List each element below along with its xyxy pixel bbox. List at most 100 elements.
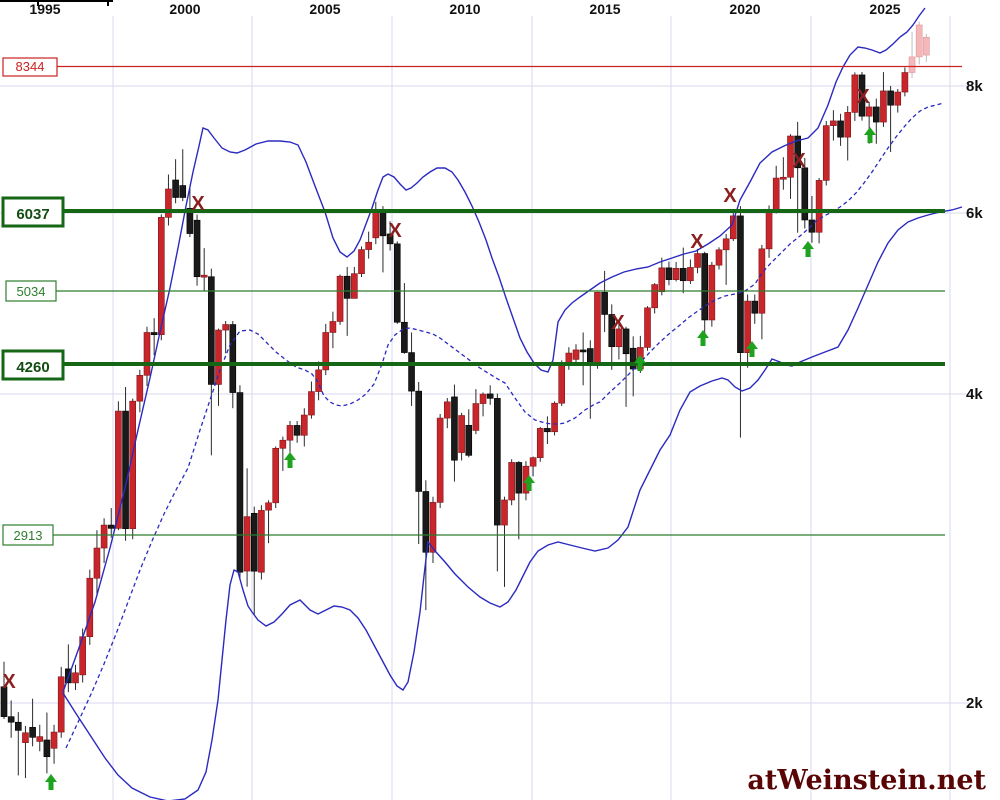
candle-up	[572, 349, 580, 360]
candle-up	[100, 524, 108, 549]
buy-signal-arrow-icon	[284, 452, 296, 468]
candle-down	[422, 491, 430, 553]
candle-up	[86, 577, 94, 637]
buy-signal-arrow-icon	[864, 127, 876, 143]
candle-down	[451, 396, 458, 461]
candle-up	[279, 439, 287, 449]
candle-up	[594, 292, 601, 366]
candle-down	[179, 185, 187, 198]
candle-down	[386, 233, 394, 245]
level-label-2913: 2913	[14, 528, 43, 543]
bollinger-upper-band	[62, 7, 926, 693]
candle-up	[708, 264, 716, 321]
candle-down	[43, 739, 51, 758]
candle-down	[393, 243, 401, 323]
y-axis-label-4k: 4k	[966, 386, 983, 403]
candle-up	[365, 241, 372, 250]
candle-up	[865, 106, 873, 117]
candle-projected	[908, 56, 916, 73]
x-axis-label-1995: 1995	[29, 1, 60, 17]
candle-up	[222, 324, 229, 331]
bollinger-lower-band	[62, 206, 963, 800]
candle-up	[658, 267, 666, 293]
level-label-4260: 4260	[16, 359, 49, 376]
candle-up	[894, 91, 902, 106]
x-axis-label-2005: 2005	[309, 1, 340, 17]
candle-down	[858, 74, 866, 117]
candle-down	[415, 390, 423, 492]
level-box-5034	[5, 280, 57, 302]
candle-up	[822, 125, 830, 181]
candle-down	[701, 253, 709, 321]
candle-up	[672, 268, 680, 280]
candle-up	[815, 180, 823, 233]
candle-up	[50, 731, 58, 749]
sell-signal-x-icon: X	[388, 220, 402, 242]
candle-down	[579, 349, 587, 353]
candle-up	[93, 547, 101, 579]
candle-down	[107, 524, 115, 529]
buy-signal-arrow-icon	[746, 341, 758, 357]
candle-down	[0, 686, 8, 717]
candle-down	[465, 424, 473, 456]
candle-up	[765, 208, 773, 250]
level-box-4260	[1, 349, 65, 381]
candle-up	[200, 274, 208, 278]
sell-signal-x-icon: X	[856, 86, 870, 108]
sell-signal-x-icon: X	[723, 185, 737, 207]
candle-up	[258, 510, 265, 573]
candle-up	[901, 72, 909, 93]
candle-up	[536, 428, 544, 458]
candle-up	[215, 329, 222, 385]
candle-down	[751, 300, 759, 314]
candle-down	[250, 512, 258, 572]
candle-down	[601, 292, 608, 315]
candle-up	[322, 332, 330, 371]
buy-signal-arrow-icon	[523, 475, 535, 491]
x-axis-label-2015: 2015	[589, 1, 620, 17]
candle-down	[665, 267, 673, 280]
candle-down	[293, 425, 301, 436]
candle-up	[880, 90, 887, 123]
level-label-8344: 8344	[16, 59, 45, 74]
candle-up	[508, 462, 515, 501]
candle-up	[72, 672, 79, 684]
sell-signal-x-icon: X	[690, 231, 704, 253]
candle-up	[300, 414, 308, 436]
candle-up	[136, 374, 144, 402]
sell-signal-x-icon: X	[611, 312, 625, 334]
candle-down	[236, 392, 244, 573]
candle-down	[401, 321, 408, 353]
buy-signal-arrow-icon	[697, 330, 709, 346]
candle-down	[229, 324, 237, 393]
candle-up	[443, 401, 451, 419]
candle-up	[694, 253, 701, 268]
candle-up	[315, 369, 322, 392]
candle-down	[608, 314, 616, 348]
candle-down	[7, 716, 15, 723]
candle-up	[372, 209, 380, 239]
candle-up	[143, 332, 151, 376]
candle-up	[158, 217, 165, 336]
candle-up	[565, 352, 573, 364]
candle-up	[458, 415, 465, 453]
candle-up	[787, 135, 794, 178]
candle-down	[544, 428, 551, 433]
candle-down	[737, 215, 744, 353]
candle-up	[758, 248, 766, 314]
level-label-5034: 5034	[17, 284, 46, 299]
x-axis-label-2000: 2000	[169, 1, 200, 17]
level-label-6037: 6037	[16, 206, 49, 223]
candle-up	[272, 447, 280, 504]
y-axis-label-8k: 8k	[966, 78, 983, 95]
candle-down	[622, 328, 630, 355]
candle-up	[844, 112, 852, 138]
level-box-2913	[2, 524, 54, 546]
candle-down	[887, 90, 894, 106]
candle-down	[872, 106, 880, 123]
candle-down	[186, 208, 194, 234]
y-axis-label-6k: 6k	[966, 205, 983, 222]
candle-down	[122, 410, 129, 529]
